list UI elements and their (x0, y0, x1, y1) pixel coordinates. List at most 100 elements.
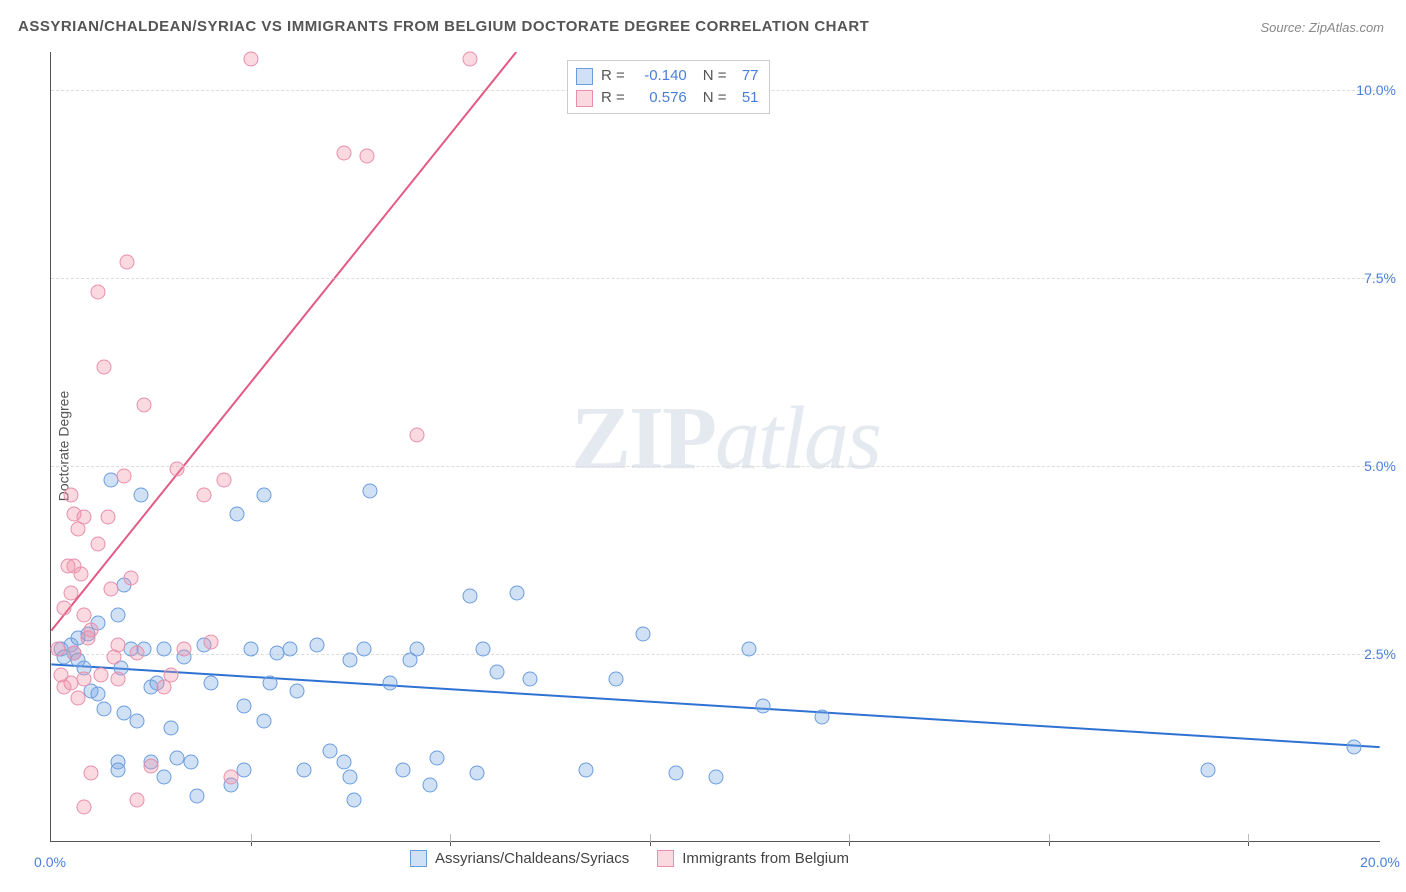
scatter-point (97, 702, 112, 717)
scatter-point (742, 642, 757, 657)
y-tick-label: 10.0% (1356, 82, 1396, 98)
scatter-point (83, 623, 98, 638)
scatter-point (236, 698, 251, 713)
scatter-point (423, 777, 438, 792)
scatter-point (263, 676, 278, 691)
scatter-point (609, 672, 624, 687)
scatter-point (383, 676, 398, 691)
legend-stats-row: R =0.576N =51 (576, 87, 759, 109)
scatter-point (469, 766, 484, 781)
scatter-point (50, 642, 65, 657)
series-legend: Assyrians/Chaldeans/Syriacs Immigrants fr… (410, 850, 849, 867)
scatter-point (196, 487, 211, 502)
legend-item: Immigrants from Belgium (657, 850, 849, 867)
scatter-point (77, 510, 92, 525)
scatter-point (363, 484, 378, 499)
legend-swatch (576, 68, 593, 85)
scatter-point (137, 397, 152, 412)
scatter-point (170, 461, 185, 476)
scatter-point (110, 608, 125, 623)
scatter-point (256, 713, 271, 728)
legend-swatch (657, 850, 674, 867)
scatter-point (110, 638, 125, 653)
source-attribution: Source: ZipAtlas.com (1260, 20, 1384, 35)
scatter-point (130, 645, 145, 660)
scatter-point (90, 536, 105, 551)
scatter-point (343, 770, 358, 785)
scatter-point (77, 672, 92, 687)
scatter-point (143, 758, 158, 773)
correlation-legend: R =-0.140N =77R =0.576N =51 (567, 60, 770, 114)
legend-label: Assyrians/Chaldeans/Syriacs (435, 850, 629, 867)
scatter-point (283, 642, 298, 657)
watermark-atlas: atlas (715, 389, 880, 488)
scatter-point (130, 792, 145, 807)
watermark: ZIPatlas (571, 387, 880, 490)
scatter-point (183, 755, 198, 770)
y-tick-label: 7.5% (1364, 270, 1396, 286)
scatter-point (509, 585, 524, 600)
scatter-point (343, 653, 358, 668)
chart-title: ASSYRIAN/CHALDEAN/SYRIAC VS IMMIGRANTS F… (18, 18, 869, 35)
scatter-point (462, 589, 477, 604)
scatter-point (815, 709, 830, 724)
scatter-point (77, 800, 92, 815)
scatter-point (290, 683, 305, 698)
scatter-point (256, 487, 271, 502)
scatter-point (63, 487, 78, 502)
scatter-point (83, 766, 98, 781)
scatter-point (336, 755, 351, 770)
scatter-point (1201, 762, 1216, 777)
scatter-point (429, 751, 444, 766)
scatter-point (157, 770, 172, 785)
scatter-point (157, 642, 172, 657)
scatter-point (396, 762, 411, 777)
scatter-point (296, 762, 311, 777)
scatter-point (90, 284, 105, 299)
legend-swatch (410, 850, 427, 867)
scatter-point (356, 642, 371, 657)
x-tick-label: 20.0% (1360, 854, 1400, 870)
scatter-point (1347, 739, 1362, 754)
scatter-point (669, 766, 684, 781)
legend-label: Immigrants from Belgium (682, 850, 849, 867)
scatter-point (73, 566, 88, 581)
scatter-point (63, 585, 78, 600)
scatter-point (177, 642, 192, 657)
scatter-point (117, 469, 132, 484)
scatter-point (97, 360, 112, 375)
scatter-point (67, 645, 82, 660)
watermark-zip: ZIP (571, 389, 715, 488)
scatter-point (243, 642, 258, 657)
scatter-point (110, 672, 125, 687)
scatter-point (709, 770, 724, 785)
legend-stats-row: R =-0.140N =77 (576, 65, 759, 87)
y-tick-label: 5.0% (1364, 458, 1396, 474)
scatter-point (223, 770, 238, 785)
scatter-point (409, 642, 424, 657)
scatter-point (163, 668, 178, 683)
legend-swatch (576, 90, 593, 107)
scatter-point (203, 634, 218, 649)
scatter-point (123, 570, 138, 585)
scatter-point (243, 51, 258, 66)
x-tick-label: 0.0% (34, 854, 66, 870)
scatter-point (489, 664, 504, 679)
scatter-point (579, 762, 594, 777)
scatter-point (77, 608, 92, 623)
scatter-point (110, 762, 125, 777)
scatter-point (236, 762, 251, 777)
scatter-point (130, 713, 145, 728)
scatter-point (133, 487, 148, 502)
scatter-point (346, 792, 361, 807)
scatter-point (323, 743, 338, 758)
scatter-point (190, 788, 205, 803)
scatter-point (359, 149, 374, 164)
scatter-point (230, 506, 245, 521)
scatter-point (57, 600, 72, 615)
legend-item: Assyrians/Chaldeans/Syriacs (410, 850, 629, 867)
plot-area: ZIPatlas (50, 52, 1380, 842)
scatter-point (163, 721, 178, 736)
scatter-point (635, 627, 650, 642)
scatter-point (462, 51, 477, 66)
